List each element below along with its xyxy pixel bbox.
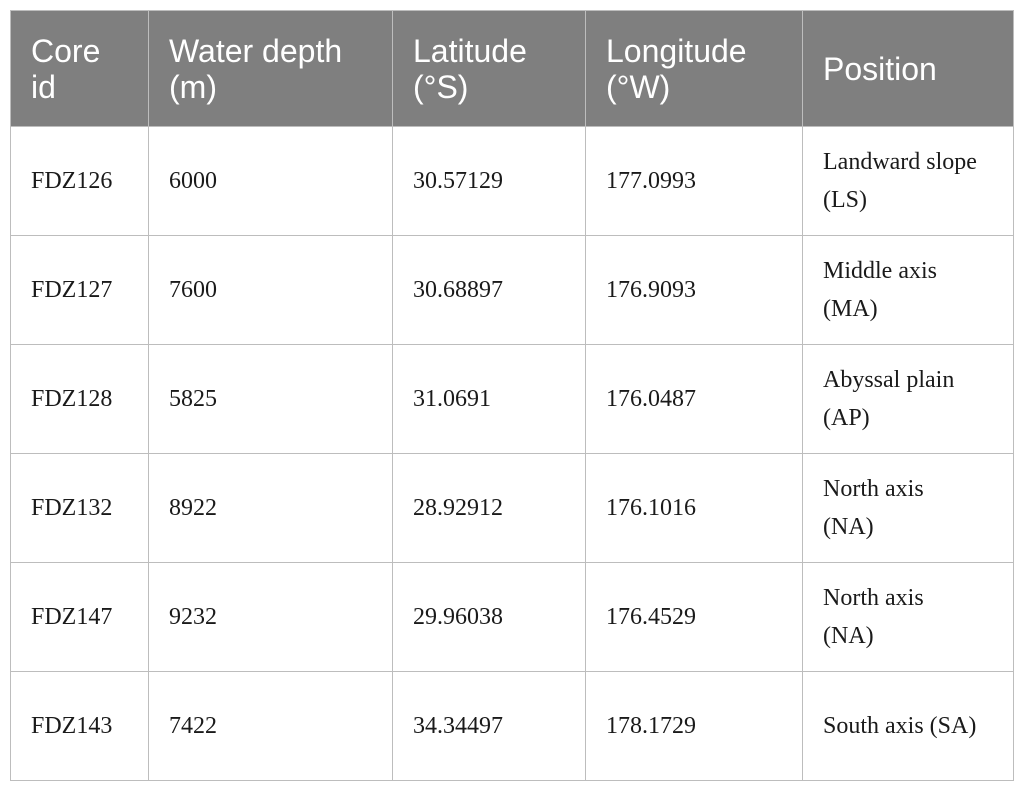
cell-text: 29.96038 bbox=[413, 604, 503, 630]
header-text: Longitude (°W) bbox=[606, 32, 747, 105]
cell-text: FDZ126 bbox=[31, 168, 113, 194]
table-row: FDZ147 9232 29.96038 176.4529 North axis (NA… bbox=[10, 562, 1014, 672]
table-cell: 177.0993 bbox=[585, 126, 803, 236]
header-cell: Latitude (°S) bbox=[392, 10, 586, 127]
table-cell: North axis (NA) bbox=[802, 562, 1014, 672]
table-cell: Landward slope (LS) bbox=[802, 126, 1014, 236]
table-row: FDZ132 8922 28.92912 176.1016 North axis (NA… bbox=[10, 453, 1014, 563]
cell-text: North axis (NA) bbox=[823, 585, 924, 649]
table-cell: FDZ143 bbox=[10, 671, 149, 781]
table-cell: 31.0691 bbox=[392, 344, 586, 454]
table-cell: 30.57129 bbox=[392, 126, 586, 236]
header-row: Core id Water depth (m) Latitude (°S) Longi… bbox=[10, 10, 1014, 127]
table-cell: FDZ147 bbox=[10, 562, 149, 672]
cell-text: FDZ143 bbox=[31, 713, 113, 739]
table-cell: Middle axis (MA) bbox=[802, 235, 1014, 345]
header-cell: Position bbox=[802, 10, 1014, 127]
header-text: Position bbox=[823, 50, 937, 87]
table-cell: South axis (SA) bbox=[802, 671, 1014, 781]
table-cell: 7422 bbox=[148, 671, 393, 781]
table-row: FDZ126 6000 30.57129 177.0993 Landward slope… bbox=[10, 126, 1014, 236]
cell-text: Middle axis (MA) bbox=[823, 258, 937, 322]
cell-text: 8922 bbox=[169, 495, 217, 521]
cell-text: FDZ128 bbox=[31, 386, 113, 412]
cell-text: 5825 bbox=[169, 386, 217, 412]
header-text: Latitude (°S) bbox=[413, 32, 527, 105]
table-cell: 34.34497 bbox=[392, 671, 586, 781]
header-cell: Longitude (°W) bbox=[585, 10, 803, 127]
table-cell: 176.0487 bbox=[585, 344, 803, 454]
cell-text: 176.9093 bbox=[606, 277, 696, 303]
table-cell: FDZ126 bbox=[10, 126, 149, 236]
cell-text: 176.0487 bbox=[606, 386, 696, 412]
table-cell: 5825 bbox=[148, 344, 393, 454]
cell-text: South axis (SA) bbox=[823, 713, 977, 739]
table-cell: FDZ127 bbox=[10, 235, 149, 345]
table-cell: 9232 bbox=[148, 562, 393, 672]
header-cell: Core id bbox=[10, 10, 149, 127]
cell-text: Abyssal plain (AP) bbox=[823, 367, 955, 431]
cell-text: North axis (NA) bbox=[823, 476, 924, 540]
table-cell: 7600 bbox=[148, 235, 393, 345]
table-cell: North axis (NA) bbox=[802, 453, 1014, 563]
table-cell: 178.1729 bbox=[585, 671, 803, 781]
cell-text: 28.92912 bbox=[413, 495, 503, 521]
cell-text: 178.1729 bbox=[606, 713, 696, 739]
cell-text: 34.34497 bbox=[413, 713, 503, 739]
table-row: FDZ128 5825 31.0691 176.0487 Abyssal plain (… bbox=[10, 344, 1014, 454]
cell-text: FDZ127 bbox=[31, 277, 113, 303]
table-cell: 28.92912 bbox=[392, 453, 586, 563]
table-cell: 6000 bbox=[148, 126, 393, 236]
table-cell: 176.4529 bbox=[585, 562, 803, 672]
table-cell: FDZ132 bbox=[10, 453, 149, 563]
cell-text: 176.4529 bbox=[606, 604, 696, 630]
cell-text: 7422 bbox=[169, 713, 217, 739]
header-cell: Water depth (m) bbox=[148, 10, 393, 127]
cell-text: 176.1016 bbox=[606, 495, 696, 521]
table-row: FDZ143 7422 34.34497 178.1729 South axis (SA… bbox=[10, 671, 1014, 781]
cell-text: FDZ132 bbox=[31, 495, 113, 521]
table-cell: 30.68897 bbox=[392, 235, 586, 345]
cell-text: 177.0993 bbox=[606, 168, 696, 194]
cell-text: 7600 bbox=[169, 277, 217, 303]
cell-text: 30.57129 bbox=[413, 168, 503, 194]
cell-text: 30.68897 bbox=[413, 277, 503, 303]
table-container: Core id Water depth (m) Latitude (°S) Longi… bbox=[10, 10, 1014, 781]
cell-text: 9232 bbox=[169, 604, 217, 630]
header-text: Water depth (m) bbox=[169, 32, 343, 105]
cell-text: 6000 bbox=[169, 168, 217, 194]
cell-text: Landward slope (LS) bbox=[823, 149, 977, 213]
table-cell: FDZ128 bbox=[10, 344, 149, 454]
table-cell: 8922 bbox=[148, 453, 393, 563]
table-body: FDZ126 6000 30.57129 177.0993 Landward slope… bbox=[10, 126, 1014, 781]
cell-text: 31.0691 bbox=[413, 386, 491, 412]
table-cell: Abyssal plain (AP) bbox=[802, 344, 1014, 454]
table-cell: 29.96038 bbox=[392, 562, 586, 672]
table-cell: 176.1016 bbox=[585, 453, 803, 563]
data-table: Core id Water depth (m) Latitude (°S) Longi… bbox=[10, 10, 1014, 781]
cell-text: FDZ147 bbox=[31, 604, 113, 630]
table-cell: 176.9093 bbox=[585, 235, 803, 345]
table-row: FDZ127 7600 30.68897 176.9093 Middle axis (M… bbox=[10, 235, 1014, 345]
header-text: Core id bbox=[31, 32, 101, 105]
